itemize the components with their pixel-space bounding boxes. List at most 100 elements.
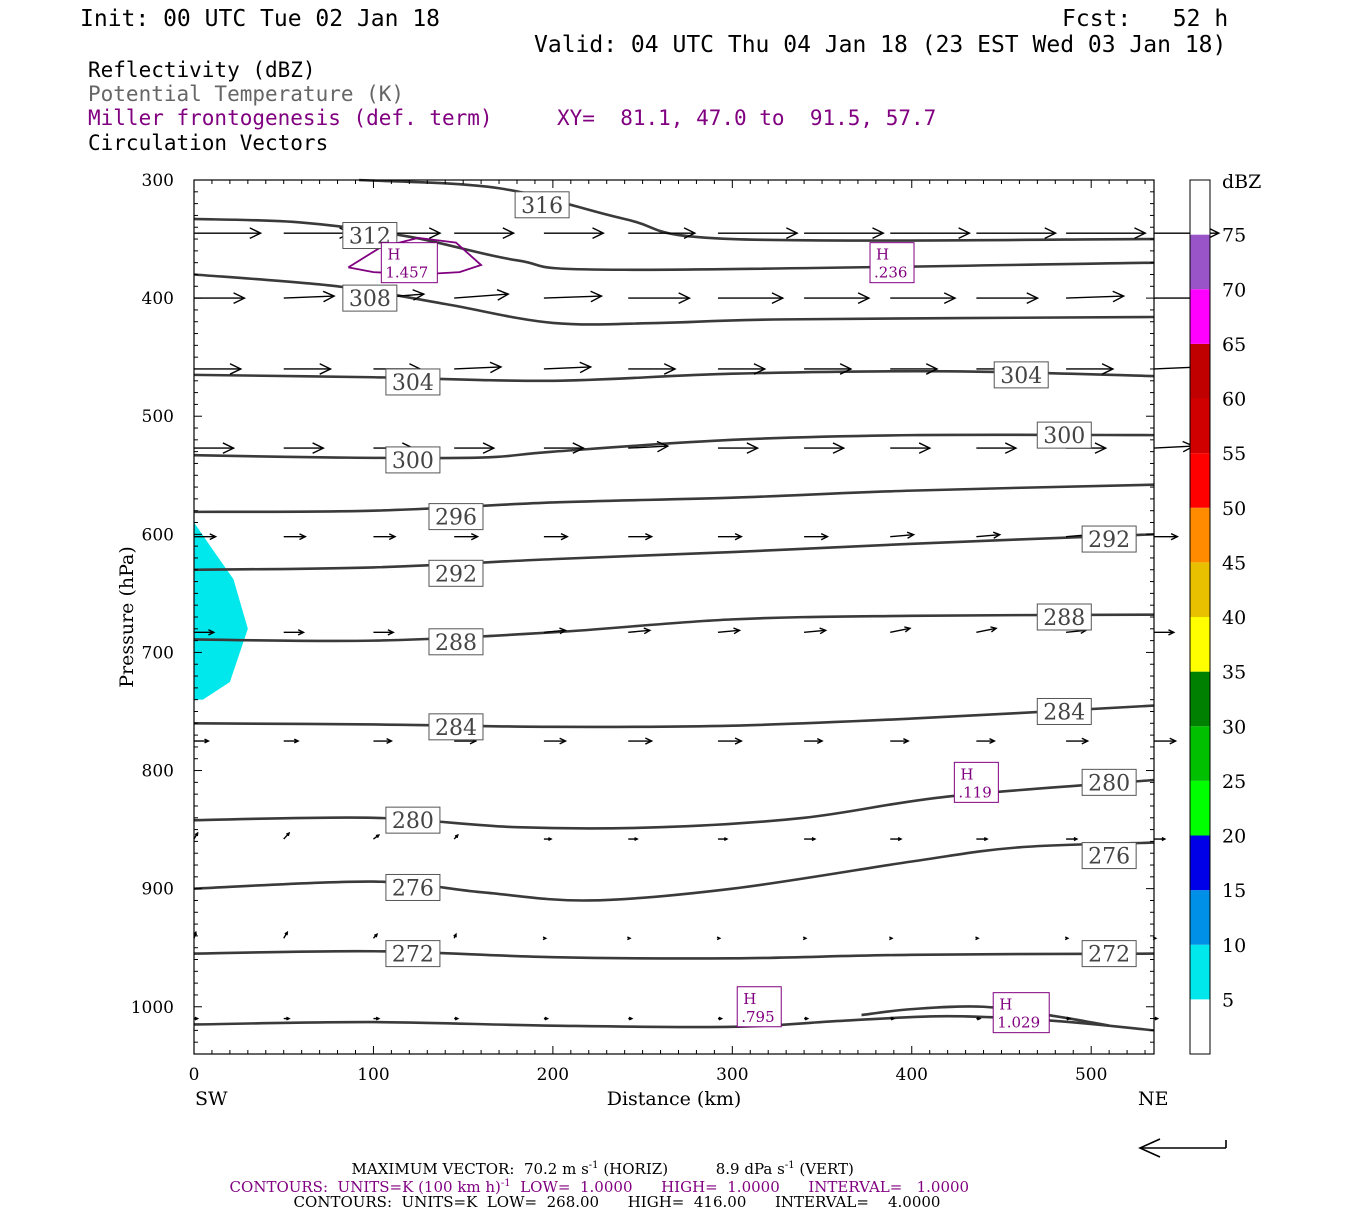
vector-head: [1169, 737, 1178, 745]
vector-head: [1004, 442, 1018, 454]
y-tick-label: 300: [142, 171, 174, 191]
vector-shaft: [628, 629, 650, 634]
contour-label-box: [1081, 525, 1137, 553]
theta-contour-308: [193, 273, 1155, 326]
vector-head: [502, 227, 516, 239]
reference-vector-arrow: [1138, 1138, 1227, 1158]
colorbar-segment: [1190, 453, 1210, 508]
vector-head: [989, 738, 996, 744]
theta-contours: [193, 178, 1155, 1032]
colorbar-segment: [1190, 835, 1210, 891]
vector-head: [819, 627, 828, 635]
circulation-vector: [283, 533, 307, 541]
circulation-vector: [283, 831, 291, 840]
x-axis-title: Distance (km): [607, 1088, 742, 1110]
circulation-vector: [194, 227, 263, 239]
frontogenesis-max-value: .236: [874, 264, 907, 282]
contour-label: 276: [1088, 845, 1130, 870]
frontogenesis-max-letter: H: [743, 990, 756, 1008]
vector-head: [1168, 629, 1176, 636]
vector-head: [412, 289, 426, 301]
frontogenesis-max-letter: H: [960, 765, 973, 783]
vector-head: [839, 363, 853, 375]
vector-shaft: [543, 295, 602, 299]
theta-contour-312: [193, 217, 1155, 272]
circulation-vector: [804, 837, 817, 842]
reflectivity-layer: [194, 522, 248, 700]
vector-shaft: [890, 627, 911, 634]
contour-label: 316: [521, 194, 563, 219]
theta-contour-300: [193, 433, 1155, 460]
contour-label-box: [1036, 421, 1092, 449]
contour-label: 308: [349, 287, 391, 312]
x-axis-right-end: NE: [1138, 1088, 1169, 1110]
circulation-vector: [454, 227, 516, 239]
y-tick-label: 400: [142, 289, 174, 309]
contour-label: 300: [1043, 424, 1085, 449]
colorbar-label: 60: [1222, 389, 1246, 411]
vector-head: [889, 936, 894, 941]
colorbar-label: 25: [1222, 771, 1246, 793]
circulation-vector: [717, 533, 743, 541]
vector-head: [312, 442, 325, 454]
circulation-vector: [454, 289, 510, 301]
colorbar-title: dBZ: [1222, 171, 1261, 193]
x-tick-label: 300: [716, 1065, 748, 1085]
vector-head: [903, 738, 910, 744]
vector-head: [734, 533, 743, 541]
circulation-vector: [717, 837, 729, 841]
contour-label: 292: [1088, 528, 1130, 553]
vector-head: [771, 292, 785, 304]
vector-head: [1073, 837, 1079, 842]
vector-head: [645, 737, 654, 745]
vector-shaft: [543, 366, 591, 370]
frontogenesis-max-box: [736, 986, 782, 1028]
contour-label: 272: [1088, 943, 1130, 968]
y-tick-label: 900: [142, 880, 174, 900]
vector-head: [299, 533, 307, 541]
circulation-vectors: [193, 227, 1221, 1021]
contour-label: 292: [435, 562, 477, 587]
circulation-vector: [717, 737, 743, 745]
vector-head: [229, 363, 243, 375]
vector-head: [1134, 227, 1147, 239]
colorbar-segment: [1190, 234, 1210, 290]
contour-label: 304: [1000, 364, 1042, 389]
axes: 0 100 200 300 400 500 300 400 500 600 700 800 900 100…: [131, 171, 1154, 1085]
vector-head: [816, 738, 824, 744]
colorbar-label: 30: [1222, 716, 1246, 738]
vector-head: [542, 936, 548, 941]
vector-head: [976, 1016, 982, 1021]
circulation-vector: [1154, 837, 1167, 842]
vector-head: [656, 440, 670, 453]
frontogenesis-max-value: 1.457: [385, 264, 428, 282]
contour-label-box: [1081, 768, 1137, 796]
colorbar: 5 10 15 20 25 30 35 40 45 50 55 60 65 70 75: [1189, 179, 1246, 1055]
contour-label-box: [1036, 603, 1092, 631]
vector-head: [820, 533, 830, 541]
vector-head: [548, 837, 553, 841]
circulation-vector: [976, 227, 1058, 239]
vector-head: [286, 1016, 291, 1021]
circulation-vector: [890, 442, 932, 454]
circulation-vector: [804, 627, 828, 635]
contour-label: 284: [435, 716, 477, 741]
reflectivity-region: [194, 522, 248, 700]
contour-label-box: [428, 503, 484, 531]
circulation-vector: [628, 363, 677, 375]
circulation-vector: [1154, 533, 1180, 541]
contour-label-box: [428, 628, 484, 656]
vector-head: [1094, 442, 1108, 454]
circulation-vector: [373, 834, 381, 840]
colorbar-segment: [1190, 726, 1210, 781]
circulation-vector: [454, 361, 503, 374]
vector-head: [388, 533, 397, 541]
y-tick-label: 700: [142, 643, 174, 663]
vector-head: [209, 533, 218, 541]
contour-label: 276: [392, 876, 434, 901]
vector-shaft: [976, 533, 1000, 538]
circulation-vector: [1066, 737, 1090, 745]
